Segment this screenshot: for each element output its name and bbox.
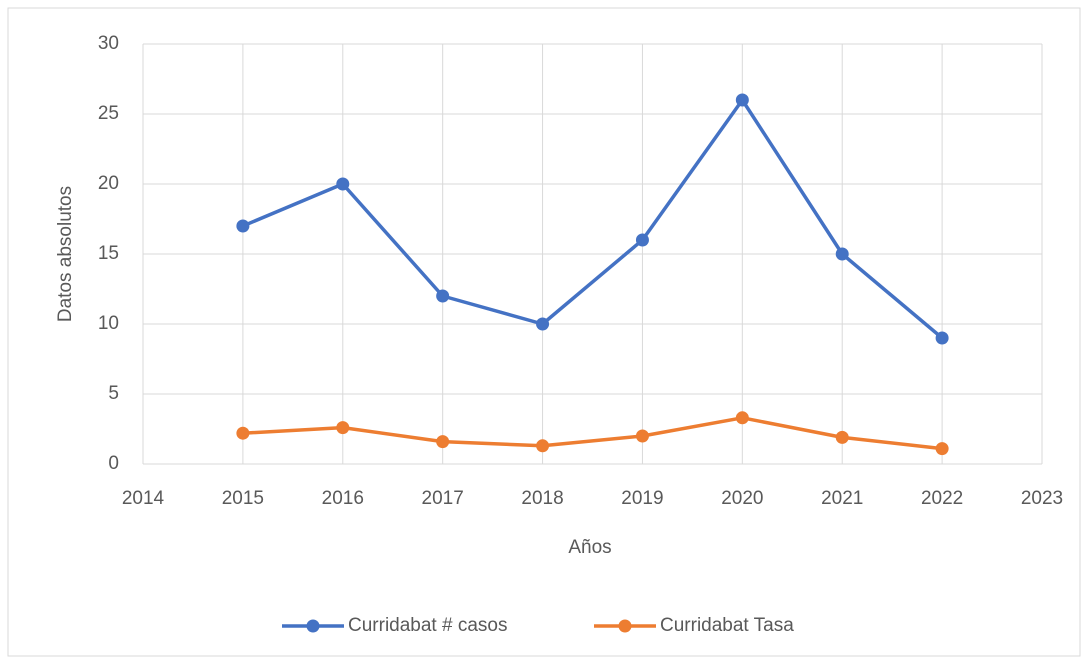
legend-label: Curridabat Tasa	[660, 615, 794, 636]
data-point	[336, 177, 350, 191]
data-point	[835, 430, 849, 444]
data-point	[635, 429, 649, 443]
data-point	[536, 317, 550, 331]
data-point	[735, 93, 749, 107]
y-tick-label: 15	[98, 243, 119, 264]
legend-marker	[306, 619, 320, 633]
x-tick-label: 2022	[921, 488, 963, 509]
x-axis-title: Años	[568, 537, 611, 558]
y-tick-label: 5	[108, 383, 119, 404]
data-point	[536, 439, 550, 453]
y-tick-label: 30	[98, 33, 119, 54]
data-point	[236, 426, 250, 440]
data-point	[935, 331, 949, 345]
y-axis-title: Datos absolutos	[55, 186, 76, 322]
x-tick-label: 2018	[521, 488, 563, 509]
y-tick-label: 25	[98, 103, 119, 124]
y-tick-label: 0	[108, 453, 119, 474]
x-tick-label: 2020	[721, 488, 763, 509]
x-tick-label: 2019	[621, 488, 663, 509]
x-tick-label: 2017	[422, 488, 464, 509]
data-point	[635, 233, 649, 247]
x-tick-label: 2021	[821, 488, 863, 509]
legend-label: Curridabat # casos	[348, 615, 507, 636]
series-line	[242, 98, 944, 340]
data-point	[835, 247, 849, 261]
data-point	[236, 219, 250, 233]
legend-marker	[618, 619, 632, 633]
y-tick-label: 10	[98, 313, 119, 334]
y-tick-label: 20	[98, 173, 119, 194]
x-tick-label: 2023	[1021, 488, 1063, 509]
data-point	[336, 421, 350, 435]
x-tick-label: 2016	[322, 488, 364, 509]
data-point	[735, 411, 749, 425]
chart-frame	[7, 7, 1081, 657]
data-point	[935, 442, 949, 456]
series-line	[242, 416, 943, 451]
x-tick-label: 2014	[122, 488, 165, 509]
data-point	[436, 289, 450, 303]
data-point	[436, 435, 450, 449]
x-tick-label: 2015	[222, 488, 264, 509]
